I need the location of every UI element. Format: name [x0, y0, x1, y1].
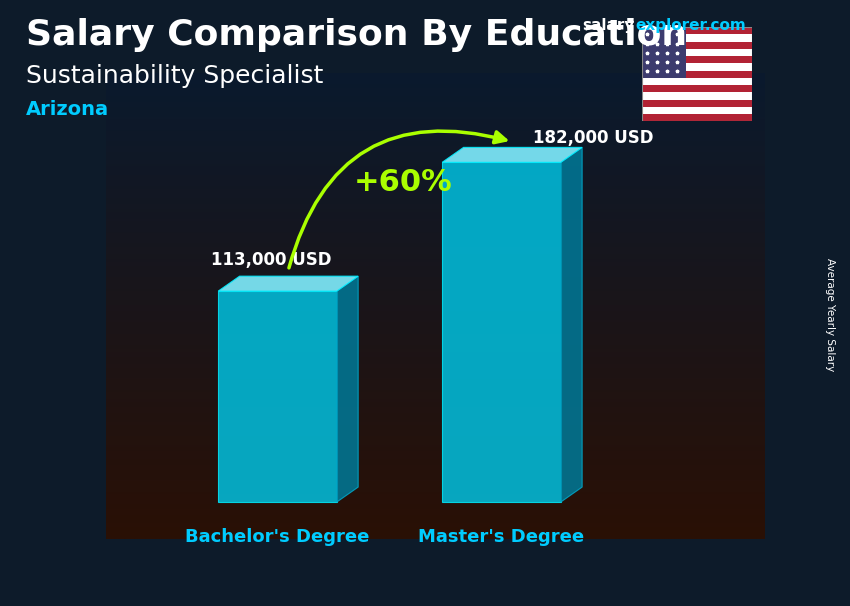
Bar — [642, 85, 752, 92]
Text: +60%: +60% — [354, 168, 452, 198]
Bar — [642, 92, 752, 99]
Text: Salary Comparison By Education: Salary Comparison By Education — [26, 18, 687, 52]
Bar — [642, 49, 752, 56]
Polygon shape — [561, 147, 582, 502]
Text: Master's Degree: Master's Degree — [418, 528, 585, 546]
Polygon shape — [218, 291, 337, 502]
Bar — [642, 71, 752, 78]
Text: Average Yearly Salary: Average Yearly Salary — [824, 259, 835, 371]
Bar — [642, 27, 752, 35]
Bar — [642, 64, 752, 71]
Text: Sustainability Specialist: Sustainability Specialist — [26, 64, 323, 88]
Bar — [642, 78, 752, 85]
Polygon shape — [337, 276, 358, 502]
Bar — [642, 107, 752, 114]
Polygon shape — [442, 147, 582, 162]
Bar — [642, 35, 752, 42]
Text: 113,000 USD: 113,000 USD — [211, 251, 332, 268]
Polygon shape — [218, 276, 358, 291]
Text: salary: salary — [582, 18, 635, 33]
Text: Bachelor's Degree: Bachelor's Degree — [185, 528, 370, 546]
Bar — [642, 27, 686, 78]
Text: 182,000 USD: 182,000 USD — [534, 129, 654, 147]
Bar — [642, 42, 752, 49]
Bar — [642, 99, 752, 107]
Bar — [642, 114, 752, 121]
Text: explorer.com: explorer.com — [635, 18, 745, 33]
Polygon shape — [442, 162, 561, 502]
Text: Arizona: Arizona — [26, 100, 109, 119]
Bar — [642, 56, 752, 64]
